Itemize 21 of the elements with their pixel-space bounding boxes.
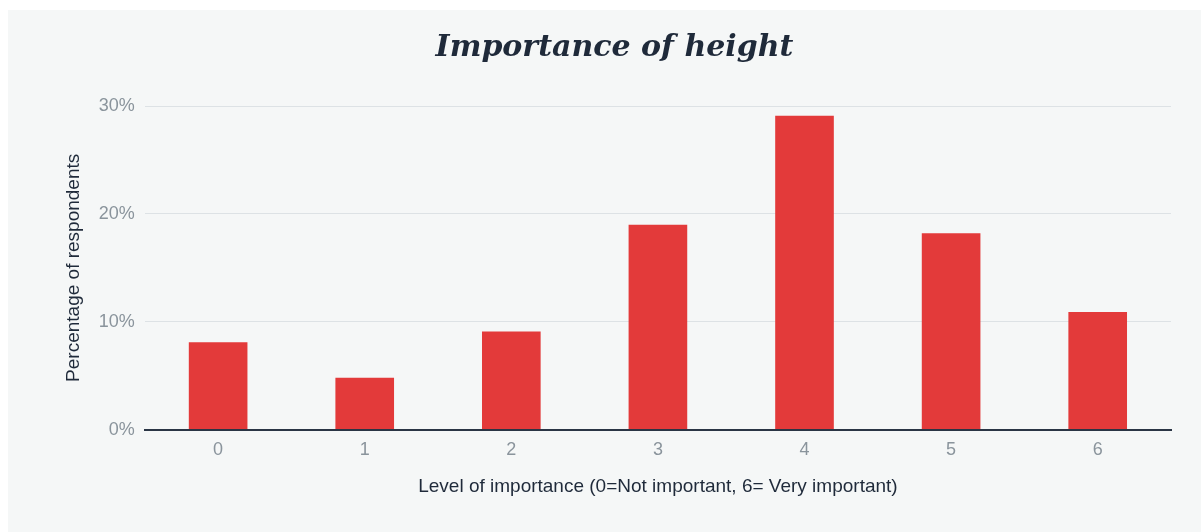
bar [335, 377, 395, 430]
bar [775, 115, 834, 430]
chart-title: Importance of height [434, 27, 794, 63]
y-tick-label: 20% [98, 202, 135, 223]
bar [1068, 312, 1128, 430]
y-tick-label: 10% [98, 310, 135, 331]
bar [628, 224, 688, 430]
bar [921, 233, 981, 430]
y-tick-label: 30% [98, 94, 135, 115]
x-tick-label: 0 [213, 439, 224, 460]
x-axis-title: Level of importance (0=Not important, 6= Very important) [418, 474, 898, 496]
x-tick-label: 5 [946, 439, 957, 460]
bar [482, 331, 541, 430]
x-tick-label: 4 [799, 439, 810, 460]
x-tick-label: 1 [359, 439, 370, 460]
y-tick-label: 0% [108, 418, 135, 439]
y-axis-title: Percentage of respondents [61, 153, 83, 382]
x-tick-label: 2 [506, 439, 517, 460]
x-tick-label: 6 [1092, 439, 1103, 460]
x-tick-label: 3 [652, 439, 663, 460]
bar [188, 342, 248, 430]
